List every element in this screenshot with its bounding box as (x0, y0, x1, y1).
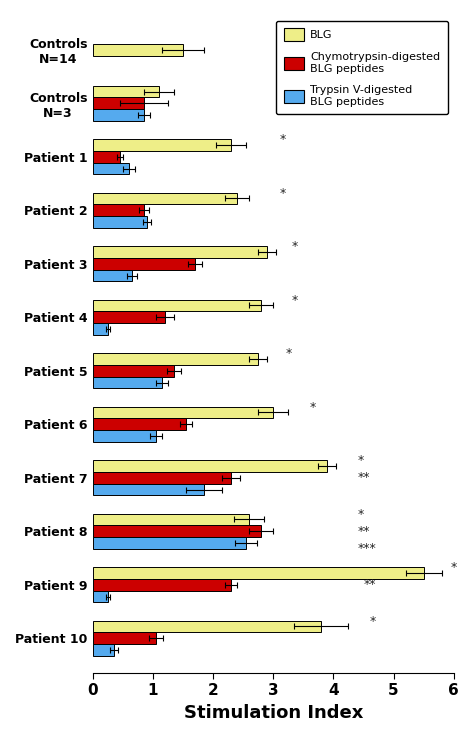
Bar (93, 567, 424, 579)
X-axis label: Stimulation Index: Stimulation Index (183, 704, 363, 722)
Bar (93, 419, 186, 430)
Text: **: ** (364, 579, 376, 591)
Text: *: * (285, 347, 292, 360)
Bar (93, 85, 159, 97)
Text: **: ** (357, 471, 370, 484)
Bar (93, 365, 174, 377)
Bar (93, 216, 147, 228)
Bar (93, 246, 267, 258)
Bar (93, 483, 204, 495)
Bar (93, 472, 231, 483)
Bar (93, 377, 162, 388)
Bar (93, 537, 246, 549)
Bar (93, 270, 132, 282)
Bar (93, 258, 195, 270)
Text: *: * (292, 293, 298, 307)
Text: *: * (279, 133, 285, 146)
Bar (93, 311, 165, 323)
Text: *: * (451, 561, 457, 574)
Bar (93, 139, 231, 151)
Text: *: * (292, 240, 298, 253)
Bar (93, 204, 144, 216)
Text: **: ** (357, 525, 370, 538)
Bar (93, 300, 261, 311)
Bar (93, 323, 108, 335)
Bar (93, 44, 183, 56)
Bar (93, 353, 258, 365)
Text: *: * (310, 401, 316, 413)
Text: *: * (357, 454, 364, 467)
Bar (93, 109, 144, 121)
Bar (93, 151, 120, 163)
Text: *: * (369, 615, 376, 628)
Bar (93, 621, 321, 632)
Legend: BLG, Chymotrypsin-digested
BLG peptides, Trypsin V-digested
BLG peptides: BLG, Chymotrypsin-digested BLG peptides,… (276, 21, 448, 114)
Bar (93, 514, 249, 525)
Bar (93, 460, 328, 472)
Text: ***: *** (357, 542, 376, 555)
Bar (93, 525, 261, 537)
Bar (93, 163, 129, 175)
Text: *: * (279, 186, 285, 200)
Text: *: * (357, 508, 364, 520)
Bar (93, 97, 144, 109)
Bar (93, 430, 156, 442)
Bar (93, 407, 273, 419)
Bar (93, 632, 156, 644)
Bar (93, 590, 108, 602)
Bar (93, 579, 231, 590)
Bar (93, 192, 237, 204)
Bar (93, 644, 114, 656)
